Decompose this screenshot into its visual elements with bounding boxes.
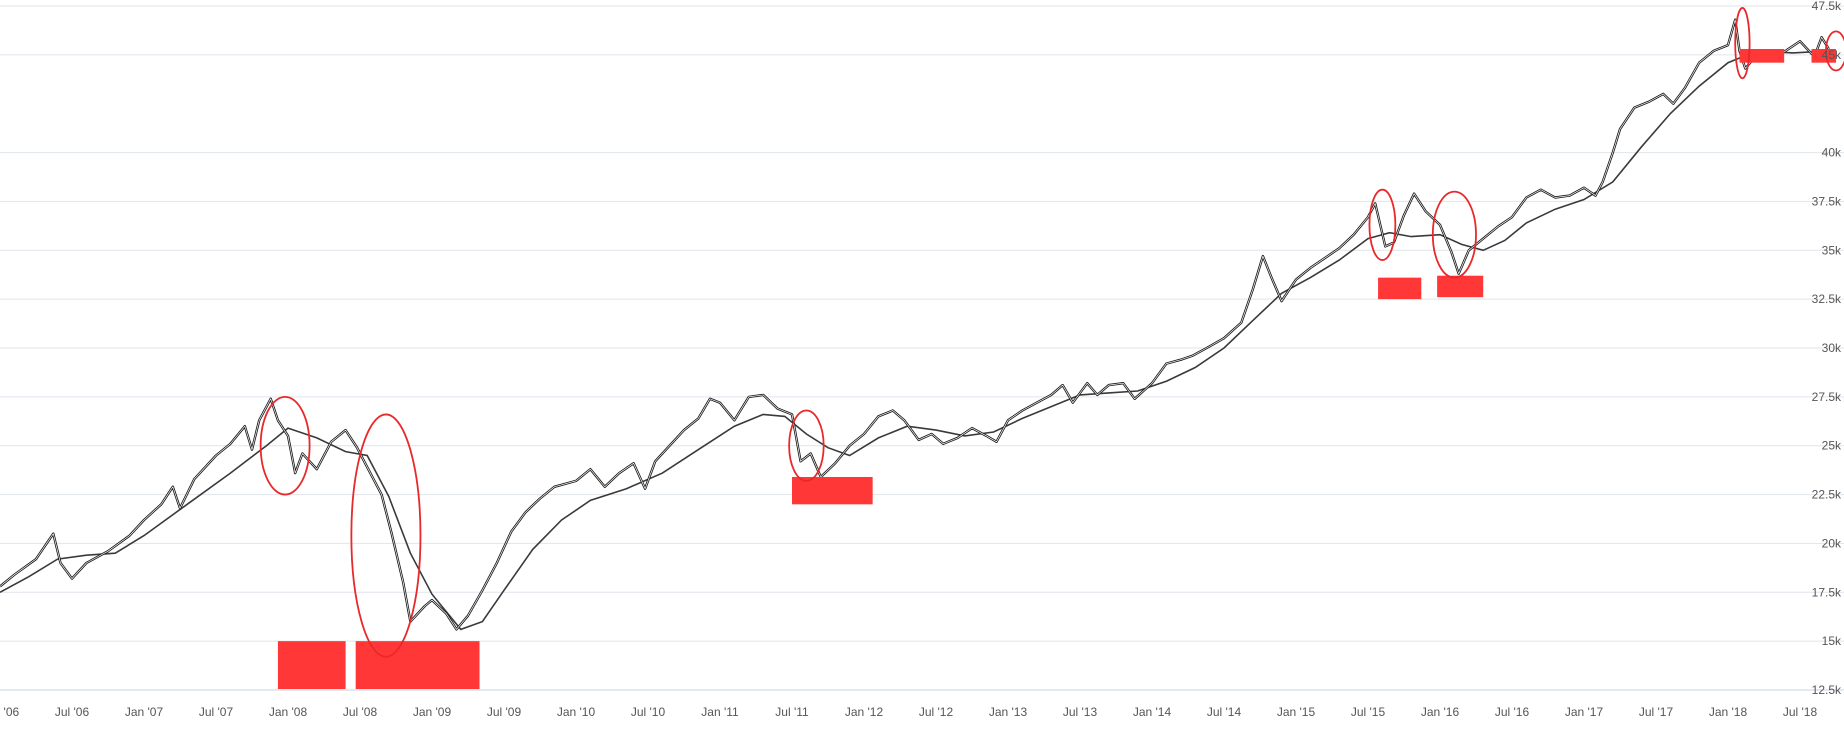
highlight-ellipse [259,395,311,496]
x-tick-label: Jan '08 [269,705,308,719]
y-tick-label: 25k [1822,439,1842,453]
x-tick-label: Jan '16 [1421,705,1460,719]
y-tick-label: 27.5k [1812,390,1842,404]
highlight-ellipse [1734,7,1751,80]
x-tick-label: Jul '06 [55,705,90,719]
y-tick-label: 30k [1822,341,1842,355]
x-axis-labels: Jan '06 Jul '06 Jan '07 Jul '07 Jan '08 Jul '… [0,705,1817,719]
moving-average-layer [0,50,1829,631]
highlight-box [355,641,480,690]
x-tick-label: Jan '11 [701,705,739,719]
highlight-box [277,641,346,690]
x-tick-label: Jan '13 [989,705,1028,719]
x-tick-label: Jan '10 [557,705,596,719]
highlight-ellipse [1431,190,1477,279]
x-tick-label: Jul '09 [487,705,522,719]
x-tick-label: Jul '08 [343,705,378,719]
x-tick-label: Jul '10 [631,705,666,719]
price-layer [0,18,1830,631]
x-tick-label: Jul '14 [1207,705,1242,719]
x-tick-label: Jan '09 [413,705,452,719]
x-tick-label: Jul '17 [1639,705,1674,719]
x-tick-label: Jan '18 [1709,705,1748,719]
x-tick-label: Jan '17 [1565,705,1604,719]
highlight-box [1378,277,1422,300]
x-tick-label: Jul '15 [1351,705,1386,719]
x-tick-label: Jul '18 [1783,705,1818,719]
annotation-layer [259,7,1844,690]
x-tick-label: Jul '16 [1495,705,1530,719]
y-tick-label: 35k [1822,243,1842,257]
highlight-ellipse [350,413,422,658]
x-tick-label: Jan '15 [1277,705,1316,719]
y-tick-label: 12.5k [1812,683,1842,697]
y-tick-label: 17.5k [1812,585,1842,599]
y-tick-label: 32.5k [1812,292,1842,306]
y-tick-label: 15k [1822,634,1842,648]
x-tick-label: Jan '07 [125,705,164,719]
x-tick-label: Jan '06 [0,705,19,719]
price-line-highlight [0,19,1830,630]
y-tick-label: 47.5k [1812,0,1842,13]
highlight-box [1811,48,1836,63]
highlight-ellipse [788,409,825,482]
x-tick-label: Jan '14 [1133,705,1172,719]
y-axis-labels: 12.5k 15k 17.5k 20k 22.5k 25k 27.5k 30k 32.5k 35k… [1812,0,1842,697]
x-tick-label: Jul '11 [775,705,809,719]
x-tick-label: Jul '12 [919,705,954,719]
x-tick-label: Jan '12 [845,705,884,719]
x-tick-label: Jul '13 [1063,705,1098,719]
highlight-box [1739,48,1785,63]
price-line [0,18,1830,631]
y-tick-label: 22.5k [1812,488,1842,502]
highlight-ellipse [1825,30,1844,72]
y-tick-label: 40k [1822,146,1842,160]
y-tick-label: 45k [1822,48,1842,62]
gridlines [0,5,1844,691]
y-tick-label: 20k [1822,536,1842,550]
highlight-ellipse [1368,188,1397,261]
highlight-box [1437,275,1484,298]
moving-average-line [0,50,1829,631]
x-tick-label: Jul '07 [199,705,234,719]
y-tick-label: 37.5k [1812,194,1842,208]
